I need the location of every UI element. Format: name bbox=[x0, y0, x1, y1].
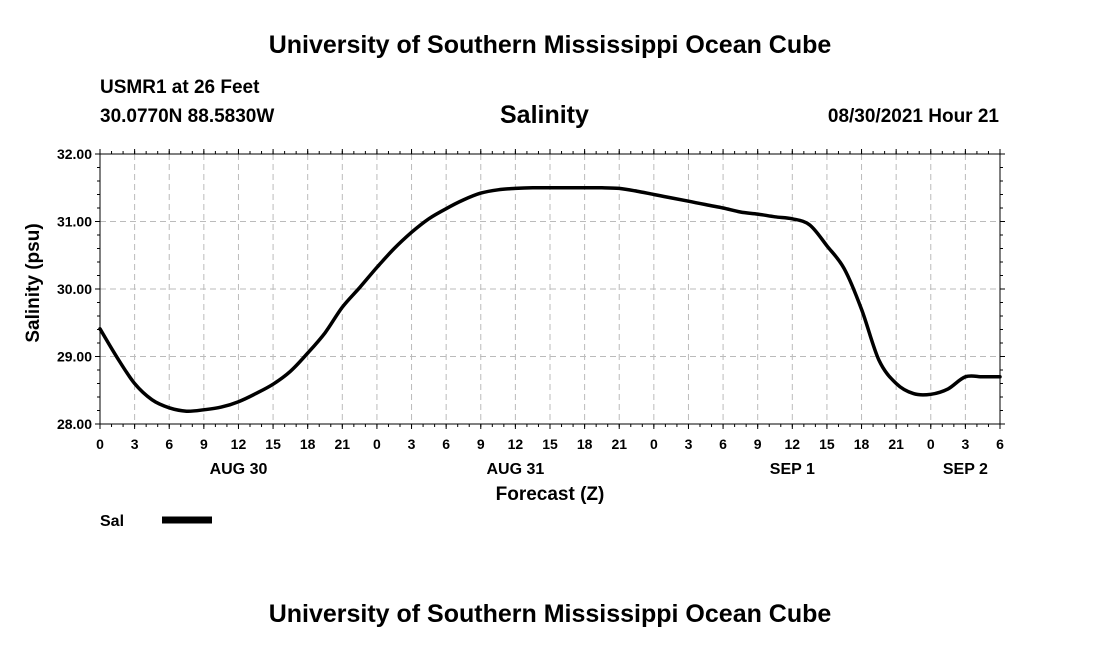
x-tick-label: 9 bbox=[200, 436, 208, 452]
x-tick-label: 3 bbox=[961, 436, 969, 452]
x-tick-label: 12 bbox=[508, 436, 524, 452]
x-tick-label: 12 bbox=[785, 436, 801, 452]
date-label: AUG 31 bbox=[486, 461, 544, 478]
y-tick-labels: 28.00 29.00 30.00 31.00 32.00 bbox=[57, 146, 92, 432]
x-tick-label: 3 bbox=[685, 436, 693, 452]
page-title: University of Southern Mississippi Ocean… bbox=[268, 31, 832, 59]
date-label: AUG 30 bbox=[210, 461, 268, 478]
station-coordinates: 30.0770N 88.5830W bbox=[100, 106, 275, 127]
x-tick-label: 15 bbox=[265, 436, 281, 452]
x-tick-label: 18 bbox=[577, 436, 593, 452]
chart-title: Salinity bbox=[500, 101, 589, 129]
y-tick-label: 30.00 bbox=[57, 281, 92, 297]
legend-label-sal: Sal bbox=[100, 513, 124, 530]
x-tick-label: 21 bbox=[335, 436, 351, 452]
x-tick-label: 9 bbox=[477, 436, 485, 452]
x-tick-label: 0 bbox=[373, 436, 381, 452]
footer-title: University of Southern Mississippi Ocean… bbox=[268, 600, 832, 628]
y-tick-label: 29.00 bbox=[57, 349, 92, 365]
x-tick-label: 9 bbox=[754, 436, 762, 452]
x-tick-label: 3 bbox=[408, 436, 416, 452]
x-tick-label: 12 bbox=[231, 436, 247, 452]
series-line-sal bbox=[98, 185, 1002, 414]
x-tick-label: 6 bbox=[996, 436, 1004, 452]
x-tick-label: 6 bbox=[442, 436, 450, 452]
y-axis-title: Salinity (psu) bbox=[23, 223, 44, 342]
x-tick-label: 0 bbox=[927, 436, 935, 452]
x-tick-label: 0 bbox=[96, 436, 104, 452]
date-labels: AUG 30 AUG 31 SEP 1 SEP 2 bbox=[210, 461, 988, 478]
x-tick-label: 6 bbox=[719, 436, 727, 452]
x-tick-label: 21 bbox=[888, 436, 904, 452]
x-tick-label: 18 bbox=[300, 436, 316, 452]
station-label: USMR1 at 26 Feet bbox=[100, 77, 260, 98]
y-tick-label: 28.00 bbox=[57, 416, 92, 432]
x-tick-label: 3 bbox=[131, 436, 139, 452]
x-tick-label: 0 bbox=[650, 436, 658, 452]
x-tick-label: 15 bbox=[542, 436, 558, 452]
x-tick-label: 21 bbox=[611, 436, 627, 452]
x-tick-labels: 0 3 6 9 12 15 18 21 0 3 6 9 12 15 18 21 0 3 6 9 12 15 18 21 0 3 6 bbox=[96, 436, 1004, 452]
axis-ticks bbox=[95, 149, 1005, 429]
grid-lines bbox=[100, 154, 1000, 424]
date-label: SEP 1 bbox=[770, 461, 815, 478]
x-tick-label: 18 bbox=[854, 436, 870, 452]
x-axis-title: Forecast (Z) bbox=[496, 484, 605, 505]
y-tick-label: 31.00 bbox=[57, 214, 92, 230]
x-tick-label: 6 bbox=[165, 436, 173, 452]
y-tick-label: 32.00 bbox=[57, 146, 92, 162]
x-tick-label: 15 bbox=[819, 436, 835, 452]
date-label: SEP 2 bbox=[943, 461, 988, 478]
forecast-timestamp: 08/30/2021 Hour 21 bbox=[827, 106, 999, 127]
